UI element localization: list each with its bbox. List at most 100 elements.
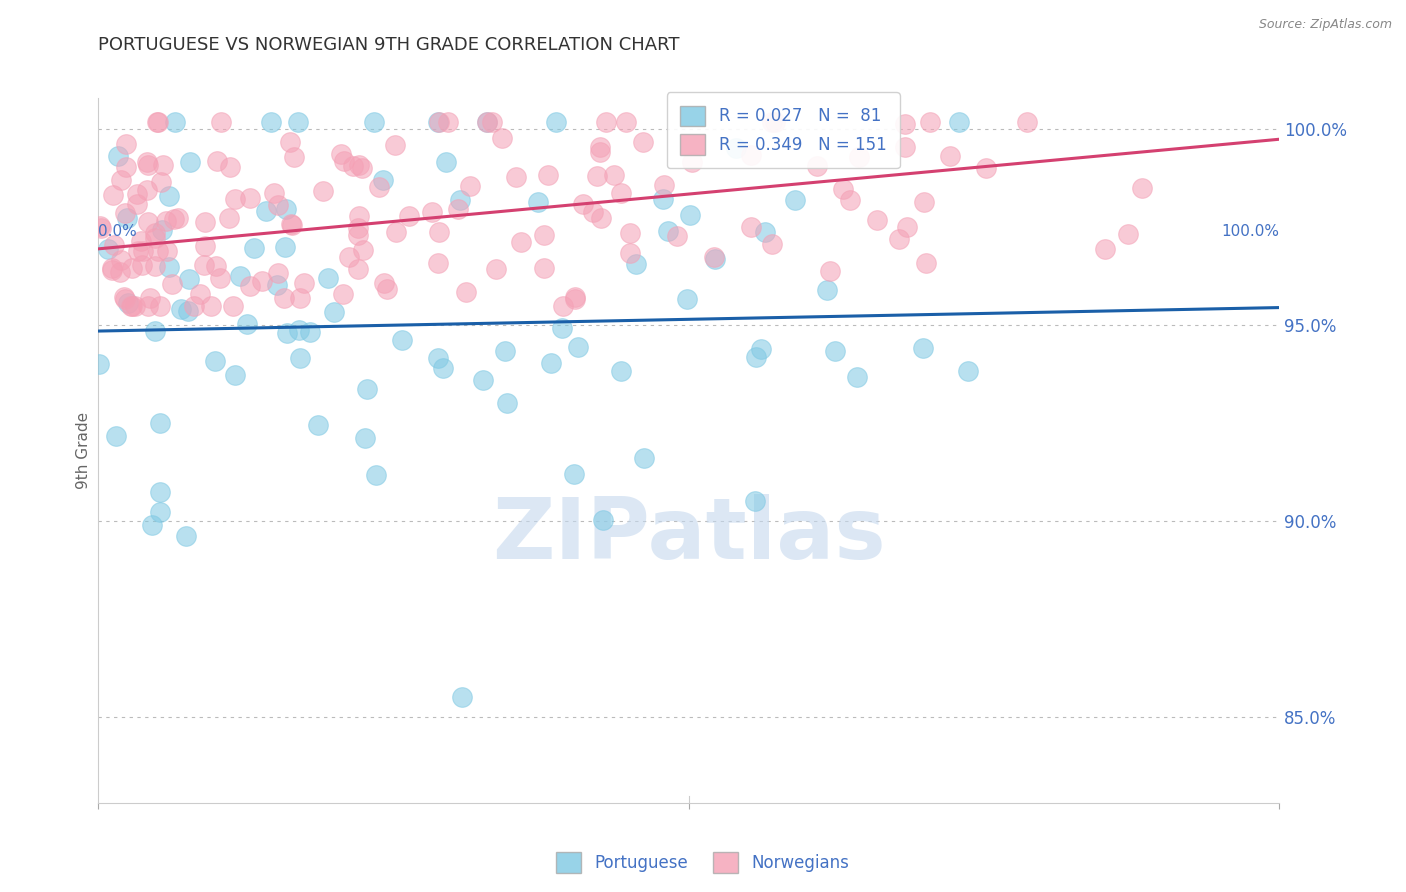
Point <box>948 114 970 128</box>
Point <box>114 292 136 306</box>
Y-axis label: 9th Grade: 9th Grade <box>76 412 91 489</box>
Point <box>398 209 420 223</box>
Point <box>427 256 450 270</box>
Point <box>107 149 129 163</box>
Point <box>458 179 481 194</box>
Point <box>177 304 200 318</box>
Point <box>146 244 169 259</box>
Point <box>546 114 568 128</box>
Point <box>114 136 136 151</box>
Point <box>136 215 159 229</box>
Point <box>273 240 295 254</box>
Point <box>280 217 302 231</box>
Point <box>132 244 155 259</box>
Point <box>477 114 499 128</box>
Point <box>839 194 862 208</box>
Point <box>976 161 998 176</box>
Point <box>509 235 531 249</box>
Point <box>322 305 344 319</box>
Point <box>475 114 498 128</box>
Point <box>347 209 370 223</box>
Point <box>292 276 315 290</box>
Point <box>330 147 353 161</box>
Point <box>432 361 454 376</box>
Point <box>136 158 159 172</box>
Point <box>744 493 766 508</box>
Point <box>536 168 558 182</box>
Text: 0.0%: 0.0% <box>98 224 138 238</box>
Point <box>127 187 149 202</box>
Point <box>957 364 980 378</box>
Point <box>451 690 474 704</box>
Point <box>333 154 356 169</box>
Point <box>149 299 172 313</box>
Point <box>287 114 309 128</box>
Point <box>318 270 340 285</box>
Point <box>1132 181 1154 195</box>
Point <box>90 221 112 235</box>
Point <box>127 197 149 211</box>
Point <box>371 173 394 187</box>
Point <box>665 229 688 244</box>
Point <box>657 224 679 238</box>
Point <box>150 175 173 189</box>
Point <box>146 114 169 128</box>
Point <box>205 154 228 169</box>
Point <box>97 243 120 257</box>
Point <box>143 230 166 244</box>
Point <box>115 211 138 226</box>
Point <box>260 114 283 128</box>
Point <box>818 264 841 278</box>
Point <box>785 193 807 207</box>
Point <box>143 324 166 338</box>
Point <box>912 195 935 210</box>
Point <box>254 204 277 219</box>
Point <box>263 186 285 201</box>
Point <box>436 115 458 129</box>
Point <box>427 225 450 239</box>
Point <box>299 325 322 339</box>
Point <box>550 321 572 335</box>
Point <box>170 301 193 316</box>
Point <box>551 299 574 313</box>
Point <box>273 291 295 305</box>
Point <box>115 160 138 174</box>
Point <box>352 243 374 257</box>
Point <box>447 202 470 217</box>
Point <box>572 197 595 211</box>
Point <box>347 158 370 172</box>
Point <box>681 155 703 169</box>
Point <box>135 154 157 169</box>
Point <box>589 211 612 225</box>
Point <box>209 114 232 128</box>
Point <box>193 238 215 252</box>
Point <box>224 192 246 206</box>
Point <box>267 198 290 212</box>
Point <box>914 256 936 270</box>
Point <box>427 114 450 128</box>
Point <box>485 262 508 277</box>
Point <box>183 299 205 313</box>
Point <box>602 168 624 182</box>
Point <box>200 299 222 313</box>
Point <box>138 299 160 313</box>
Point <box>740 148 762 162</box>
Text: 100.0%: 100.0% <box>1222 224 1279 238</box>
Point <box>149 485 172 500</box>
Legend: Portuguese, Norwegians: Portuguese, Norwegians <box>550 846 856 880</box>
Point <box>163 114 186 128</box>
Text: Source: ZipAtlas.com: Source: ZipAtlas.com <box>1258 18 1392 31</box>
Point <box>422 204 444 219</box>
Point <box>363 114 385 128</box>
Point <box>481 114 503 128</box>
Point <box>157 260 180 274</box>
Point <box>754 225 776 239</box>
Point <box>307 418 329 433</box>
Point <box>148 114 170 128</box>
Point <box>582 205 605 219</box>
Point <box>564 290 586 304</box>
Point <box>209 271 232 285</box>
Point <box>143 226 166 240</box>
Point <box>312 184 335 198</box>
Point <box>562 467 585 482</box>
